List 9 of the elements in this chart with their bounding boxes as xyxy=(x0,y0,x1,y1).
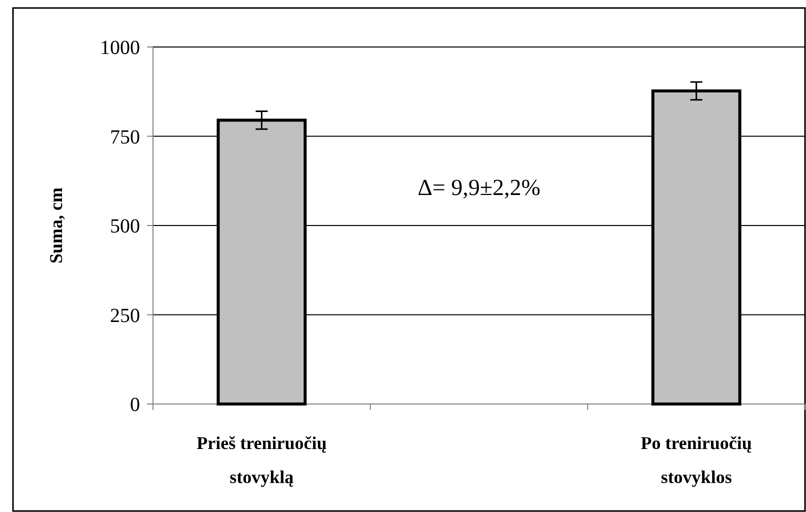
y-tick-label: 0 xyxy=(130,394,140,416)
x-tick-label: Prieš treniruočių stovyklą xyxy=(196,433,327,487)
y-tick-label: 500 xyxy=(110,216,140,238)
x-tick-label: Po treniruočių stovyklos xyxy=(640,433,752,487)
y-tick-label: 1000 xyxy=(100,37,140,59)
y-tick-label: 750 xyxy=(110,126,140,148)
annotation: Δ= 9,9±2,2% xyxy=(418,175,540,200)
y-tick-label: 250 xyxy=(110,304,140,327)
y-axis-title: Suma, cm xyxy=(46,187,66,264)
